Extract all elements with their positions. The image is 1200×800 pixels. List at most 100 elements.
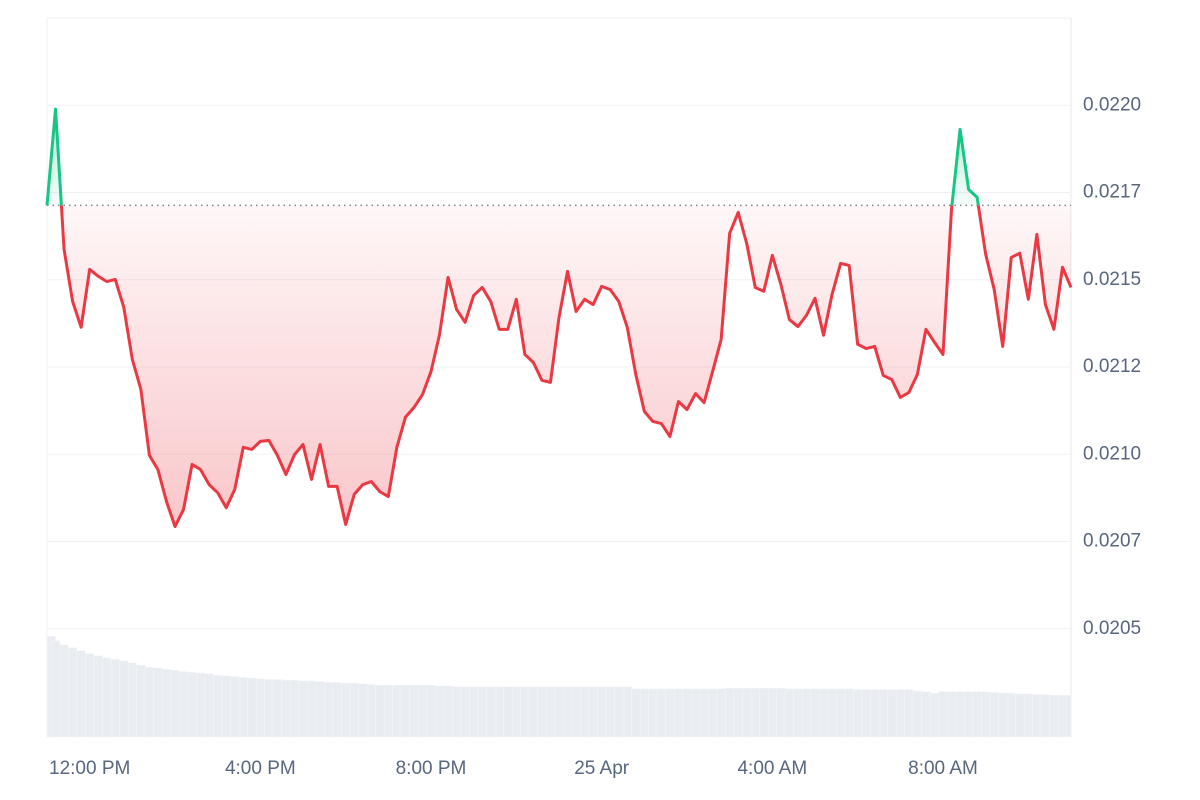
volume-bar	[810, 688, 820, 738]
volume-bar	[221, 675, 231, 738]
volume-bar	[605, 686, 615, 738]
volume-bar	[853, 689, 863, 738]
volume-bar	[844, 688, 854, 738]
volume-bar	[665, 688, 675, 738]
volume-bar	[887, 689, 897, 738]
volume-bar	[878, 689, 888, 738]
volume-bar	[452, 686, 462, 738]
volume-bar	[59, 644, 69, 738]
x-tick-label: 8:00 PM	[396, 758, 467, 779]
x-tick-label: 4:00 PM	[225, 758, 296, 779]
volume-bar	[179, 671, 189, 738]
volume-bar	[554, 686, 564, 738]
volume-bar	[51, 640, 61, 738]
price-line-below	[46, 205, 1073, 529]
volume-bar	[1006, 692, 1016, 738]
y-tick-label: 0.0220	[1083, 94, 1141, 115]
volume-bar	[938, 691, 948, 738]
volume-bar	[494, 686, 504, 738]
volume-bar	[366, 684, 376, 738]
volume-bar	[238, 677, 248, 738]
volume-bar	[921, 691, 931, 738]
volume-bar	[136, 664, 146, 738]
volume-bar	[520, 686, 530, 738]
volume-bar	[708, 688, 718, 738]
volume-bar	[733, 687, 743, 738]
volume-bar	[93, 655, 103, 738]
volume-bar	[68, 647, 78, 738]
volume-bar	[144, 667, 154, 738]
volume-bar	[426, 684, 436, 738]
volume-bar	[725, 687, 735, 738]
volume-bar	[759, 687, 769, 738]
volume-bar	[819, 688, 829, 738]
volume-bar	[281, 679, 291, 738]
volume-bar	[793, 688, 803, 738]
volume-bar	[315, 681, 325, 738]
volume-bar	[981, 691, 991, 738]
volume-bar	[170, 669, 180, 738]
volume-bar	[929, 692, 939, 738]
volume-bar	[392, 684, 402, 738]
volume-bar	[187, 672, 197, 738]
volume-bar	[230, 676, 240, 738]
volume-bar	[204, 673, 214, 738]
area-layer	[47, 109, 1071, 527]
volume-bar	[511, 686, 521, 738]
volume-bar	[85, 653, 95, 738]
volume-bar	[469, 686, 479, 738]
volume-bar	[272, 679, 282, 738]
volume-bar	[307, 680, 317, 738]
volume-bar	[750, 687, 760, 738]
volume-bar	[477, 686, 487, 738]
volume-bar	[324, 682, 334, 738]
volume-bar	[383, 684, 393, 738]
y-tick-label: 0.0205	[1083, 618, 1141, 639]
line-layer	[45, 107, 1073, 529]
volume-bar	[673, 688, 683, 738]
volume-bar	[289, 679, 299, 738]
volume-bar	[161, 669, 171, 738]
volume-bar	[767, 687, 777, 738]
x-tick-label: 4:00 AM	[737, 758, 807, 779]
volume-bar	[801, 688, 811, 738]
volume-layer	[46, 636, 1072, 738]
volume-bar	[597, 686, 607, 738]
y-tick-label: 0.0215	[1083, 269, 1141, 290]
volume-bar	[102, 657, 112, 738]
volume-bar	[247, 677, 257, 738]
volume-bar	[955, 691, 965, 738]
volume-bar	[545, 686, 555, 738]
volume-bar	[563, 686, 573, 738]
volume-bar	[76, 650, 86, 738]
volume-bar	[912, 690, 922, 738]
area-below	[47, 205, 1071, 527]
volume-bar	[691, 688, 701, 738]
volume-bar	[341, 682, 351, 738]
volume-bar	[784, 688, 794, 738]
volume-bar	[648, 688, 658, 738]
volume-bar	[537, 686, 547, 738]
volume-bar	[375, 684, 385, 738]
volume-bar	[631, 688, 641, 738]
volume-bar	[110, 659, 120, 738]
volume-bar	[400, 684, 410, 738]
volume-bar	[656, 688, 666, 738]
volume-bar	[904, 689, 914, 738]
y-tick-label: 0.0217	[1083, 182, 1141, 203]
volume-bar	[580, 686, 590, 738]
volume-bar	[1023, 693, 1033, 738]
volume-bar	[119, 660, 129, 738]
volume-bar	[614, 686, 624, 738]
volume-bar	[1015, 693, 1025, 738]
volume-bar	[716, 688, 726, 738]
volume-bar	[1032, 694, 1042, 738]
volume-bar	[435, 685, 445, 738]
volume-bar	[588, 686, 598, 738]
volume-bar	[622, 686, 632, 738]
volume-bar	[332, 682, 342, 738]
volume-bar	[486, 686, 496, 738]
volume-bar	[972, 691, 982, 738]
volume-bar	[1066, 695, 1072, 738]
label-layer: 0.0220 0.0217 0.0215 0.0212 0.0210 0.0207 0.02…	[49, 94, 1141, 779]
